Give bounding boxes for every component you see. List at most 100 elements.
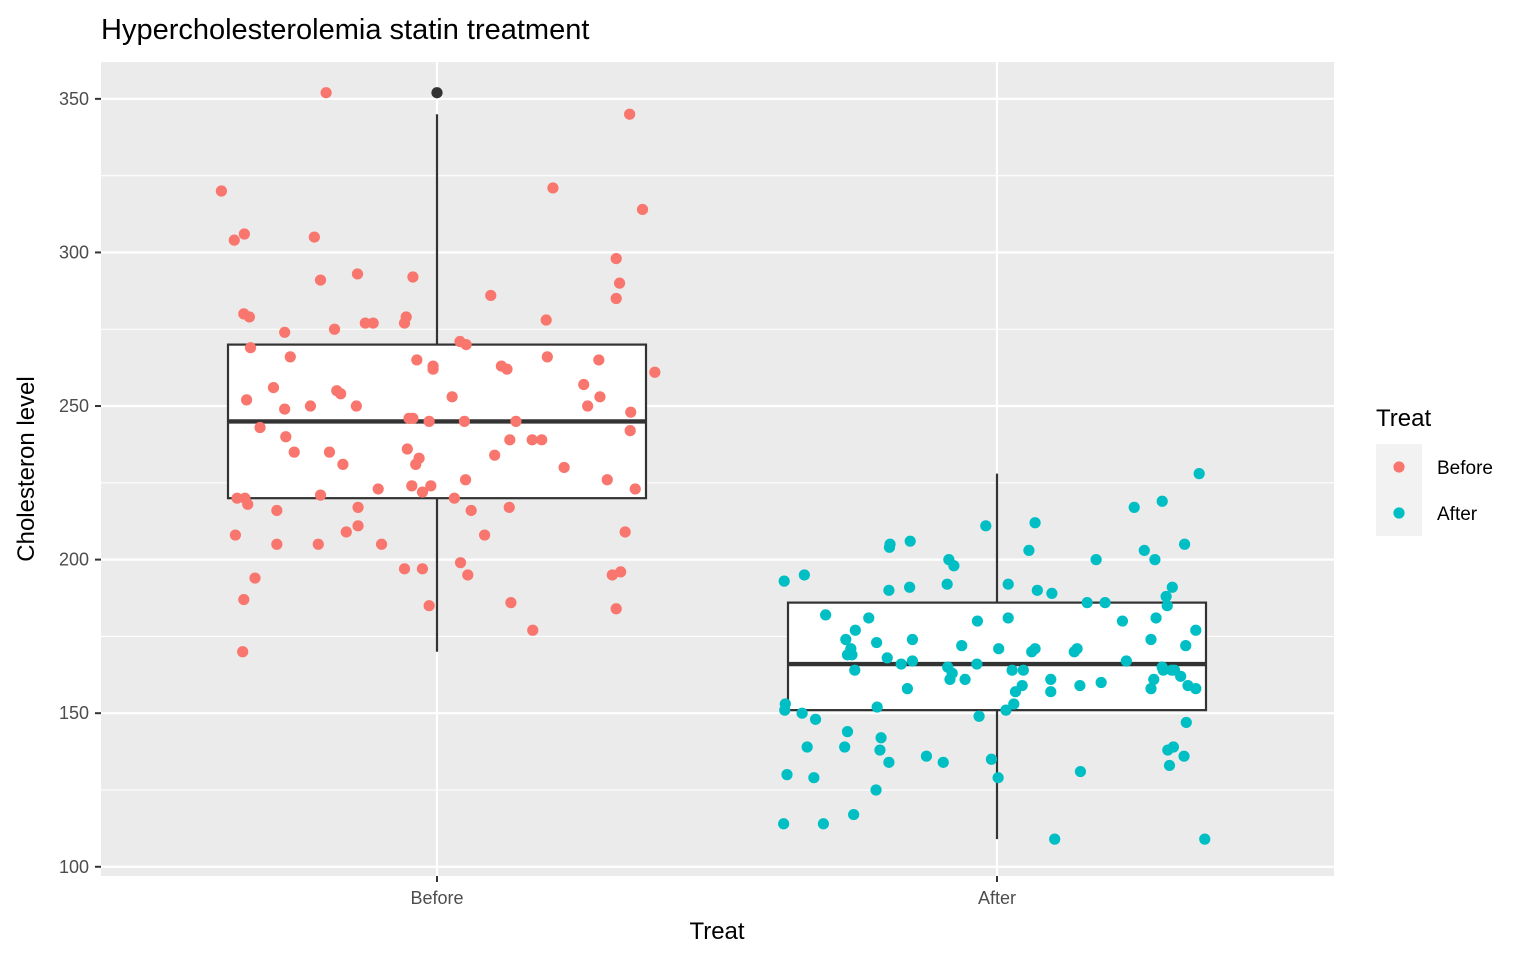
data-point-before <box>398 563 411 575</box>
data-point-after <box>1006 664 1018 676</box>
legend-key-after <box>1393 507 1405 519</box>
data-point-before <box>407 412 419 424</box>
data-point-after <box>1016 679 1028 692</box>
data-point-after <box>846 649 858 661</box>
data-point-before <box>328 323 341 335</box>
data-point-before <box>425 480 437 492</box>
data-point-after <box>956 640 968 652</box>
data-point-before <box>526 434 538 446</box>
data-point-before <box>601 474 613 486</box>
data-point-before <box>323 446 336 458</box>
x-axis-title: Treat <box>689 918 744 945</box>
data-point-after <box>874 744 886 756</box>
data-point-before <box>505 597 517 609</box>
data-point-before <box>503 501 515 513</box>
data-point-after <box>1199 833 1211 845</box>
data-point-after <box>1128 501 1140 513</box>
data-point-before <box>462 569 474 581</box>
data-point-before <box>312 538 324 550</box>
data-point-before <box>501 363 513 375</box>
data-point-before <box>459 474 472 486</box>
data-point-before <box>578 378 590 391</box>
x-axis: Before After <box>410 876 1016 908</box>
data-point-after <box>1179 538 1191 550</box>
data-point-before <box>416 486 429 498</box>
data-point-after <box>884 538 896 550</box>
data-point-after <box>959 673 971 686</box>
data-point-before <box>352 520 364 532</box>
data-point-before <box>527 624 539 636</box>
data-point-after <box>1017 664 1029 676</box>
data-point-after <box>779 704 791 716</box>
data-point-before <box>271 538 283 550</box>
y-axis: 100 150 200 250 300 350 <box>59 89 101 877</box>
data-point-after <box>1190 624 1202 636</box>
data-point-before <box>416 563 429 575</box>
data-point-before <box>372 483 384 495</box>
data-point-before <box>308 231 320 243</box>
data-point-before <box>267 382 280 394</box>
legend-label-after: After <box>1437 504 1478 525</box>
data-point-after <box>809 713 822 725</box>
data-point-before <box>636 203 649 216</box>
data-point-after <box>1167 741 1179 753</box>
data-point-after <box>1190 683 1202 695</box>
box-layer <box>226 87 1208 840</box>
data-point-after <box>1099 597 1111 609</box>
data-point-after <box>798 569 810 581</box>
data-point-after <box>849 624 861 636</box>
data-point-after <box>937 756 949 768</box>
data-point-before <box>448 492 460 504</box>
data-point-before <box>536 434 548 446</box>
data-point-after <box>1045 673 1057 686</box>
data-point-after <box>801 741 813 753</box>
data-point-before <box>237 646 249 658</box>
data-point-after <box>817 818 830 830</box>
data-point-before <box>351 268 364 280</box>
data-point-after <box>1149 554 1161 566</box>
data-point-before <box>624 425 636 437</box>
data-point-after <box>973 710 985 722</box>
x-tick-label: Before <box>410 888 463 908</box>
data-point-before <box>460 338 472 351</box>
data-point-after <box>1046 587 1058 600</box>
data-point-before <box>485 289 497 302</box>
data-point-after <box>849 664 861 676</box>
data-point-before <box>594 391 606 403</box>
data-point-after <box>993 643 1005 655</box>
outlier-point <box>431 87 443 99</box>
data-point-before <box>215 185 227 197</box>
data-point-after <box>1081 597 1093 609</box>
data-point-after <box>1090 554 1102 566</box>
data-point-before <box>340 526 352 538</box>
data-point-before <box>458 415 471 427</box>
data-point-before <box>610 252 622 265</box>
box-iqr <box>786 601 1208 712</box>
data-point-after <box>895 658 907 670</box>
data-point-after <box>808 772 820 784</box>
data-point-after <box>904 535 916 547</box>
data-point-before <box>243 311 255 323</box>
data-point-after <box>906 655 919 667</box>
data-point-after <box>883 756 895 768</box>
data-point-after <box>778 818 790 830</box>
data-point-after <box>1008 698 1020 710</box>
data-point-after <box>1029 643 1041 655</box>
data-point-before <box>279 403 291 415</box>
data-point-after <box>778 575 790 587</box>
data-point-after <box>901 683 914 695</box>
x-tick-label: After <box>978 888 1016 908</box>
box-after <box>786 473 1208 840</box>
y-tick-label: 200 <box>59 550 89 570</box>
chart-title: Hypercholesterolemia statin treatment <box>101 14 589 46</box>
data-point-before <box>454 557 467 569</box>
data-point-before <box>423 600 435 612</box>
data-point-before <box>540 314 552 326</box>
data-point-after <box>840 633 852 646</box>
data-point-after <box>1071 643 1083 655</box>
legend-label-before: Before <box>1437 458 1493 479</box>
data-point-before <box>619 526 631 538</box>
data-point-before <box>413 452 425 464</box>
data-point-after <box>904 581 916 593</box>
